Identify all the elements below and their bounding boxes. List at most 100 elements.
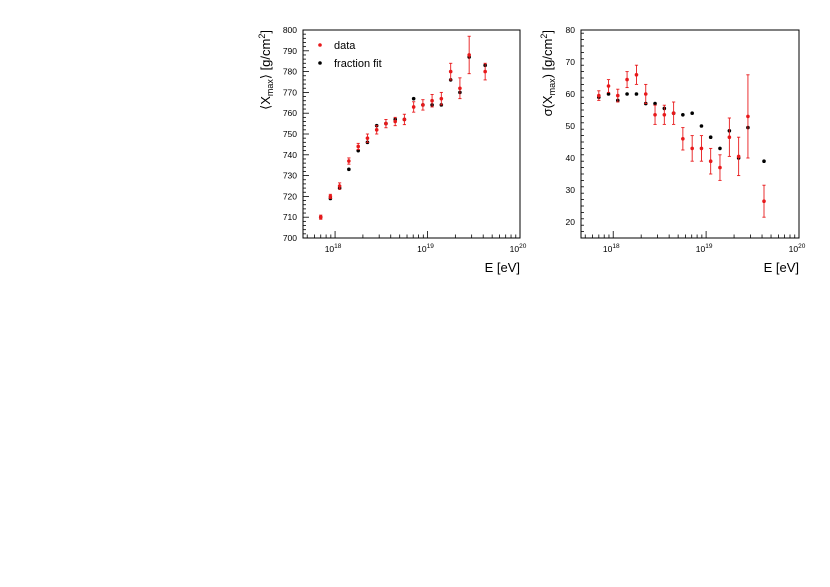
- xmax-sigma-data-point: [634, 64, 639, 85]
- marker: [681, 113, 685, 117]
- xmax-sigma-x-axis-title: E [eV]: [764, 260, 799, 275]
- x-tick-label: 1018: [603, 243, 620, 254]
- xmax-mean-data-point: [411, 101, 416, 113]
- xmax-mean-fraction-fit-point: [411, 96, 416, 101]
- xmax-mean-data-point: [430, 94, 434, 108]
- y-tick-label: 800: [283, 25, 297, 35]
- xmax-mean-data-point: [318, 214, 323, 220]
- y-tick-label: 30: [566, 185, 576, 195]
- xmax-sigma-fraction-fit-point: [699, 124, 704, 128]
- y-tick-label: 750: [283, 129, 297, 139]
- xmax-mean-data-point: [384, 118, 388, 129]
- xmax-sigma-panel: 20 30 40 50 60 70 80 1018 1019 1020 E [eV] σ(Xma…: [539, 25, 806, 275]
- legend: data fraction fit: [318, 40, 382, 70]
- xmax-mean-data-point: [347, 157, 351, 165]
- marker: [762, 199, 766, 203]
- y-tick-label: 740: [283, 150, 297, 160]
- xmax-sigma-data-point: [653, 104, 657, 125]
- marker: [699, 146, 704, 151]
- y-tick-label: 720: [283, 191, 297, 201]
- xmax-mean-data-point: [356, 142, 361, 151]
- legend-marker-data: [318, 43, 322, 47]
- x-tick-label: 1020: [789, 243, 806, 254]
- marker: [483, 69, 487, 74]
- marker: [328, 194, 333, 199]
- marker: [606, 84, 611, 88]
- marker: [458, 86, 462, 91]
- xmax-mean-x-ticks: 1018 1019 1020: [306, 231, 527, 254]
- xmax-mean-data-point: [365, 133, 370, 143]
- marker: [384, 121, 388, 126]
- marker: [681, 137, 685, 141]
- xmax-sigma-fraction-fit-point: [690, 111, 694, 115]
- marker: [356, 144, 361, 149]
- xmax-sigma-plot-frame: [580, 29, 800, 239]
- y-tick-label: 710: [283, 212, 297, 222]
- y-tick-label: 70: [566, 57, 576, 67]
- xmax-sigma-data-point: [625, 71, 629, 89]
- marker: [736, 154, 741, 159]
- y-tick-label: 50: [566, 121, 576, 131]
- marker: [439, 96, 444, 101]
- xmax-sigma-fraction-fit-point: [653, 101, 657, 106]
- xmax-mean-y-axis-title: ⟨Xmax⟩ [g/cm2]: [257, 30, 275, 110]
- xmax-mean-data-point: [483, 62, 487, 81]
- legend-label-fraction-fit: fraction fit: [334, 58, 382, 70]
- y-tick-label: 770: [283, 87, 297, 97]
- legend-item-data: data: [318, 40, 356, 52]
- xmax-sigma-fraction-fit-point: [681, 113, 685, 117]
- y-tick-label: 700: [283, 233, 297, 243]
- xmax-sigma-fraction-fit-point: [625, 92, 629, 96]
- marker: [448, 69, 453, 74]
- xmax-mean-data-point: [467, 35, 471, 75]
- marker: [708, 159, 713, 163]
- marker: [634, 92, 639, 96]
- marker: [402, 117, 407, 122]
- marker: [337, 184, 342, 188]
- xmax-sigma-fraction-fit-point: [718, 146, 722, 151]
- marker: [634, 73, 639, 77]
- marker: [718, 165, 722, 170]
- marker: [615, 93, 620, 98]
- xmax-sigma-data-point: [699, 135, 704, 162]
- marker: [727, 135, 732, 139]
- marker: [625, 92, 629, 96]
- marker: [365, 136, 370, 140]
- marker: [421, 103, 425, 107]
- marker: [762, 159, 766, 163]
- xmax-mean-data-marks: [318, 35, 487, 220]
- xmax-mean-data-point: [402, 113, 407, 126]
- y-tick-label: 80: [566, 25, 576, 35]
- xmax-mean-data-point: [458, 77, 462, 100]
- legend-item-fraction-fit: fraction fit: [318, 58, 382, 70]
- xmax-sigma-data-point: [762, 184, 766, 218]
- xmax-sigma-y-axis-title: σ(Xmax) [g/cm2]: [539, 30, 557, 116]
- xmax-sigma-fraction-fit-point: [762, 159, 766, 163]
- xmax-mean-x-axis-title: E [eV]: [485, 260, 520, 275]
- marker: [746, 114, 750, 119]
- xmax-sigma-data-point: [615, 88, 620, 103]
- xmax-sigma-fraction-fit-point: [634, 92, 639, 96]
- xmax-mean-data-point: [337, 182, 342, 190]
- marker: [597, 93, 601, 98]
- xmax-sigma-y-ticks: 20 30 40 50 60 70 80: [566, 25, 584, 239]
- y-tick-label: 760: [283, 108, 297, 118]
- y-tick-label: 790: [283, 46, 297, 56]
- x-tick-label: 1019: [417, 243, 434, 254]
- xmax-sigma-data-point: [681, 127, 685, 151]
- xmax-mean-data-point: [393, 116, 397, 127]
- marker: [606, 92, 611, 96]
- x-tick-label: 1020: [510, 243, 527, 254]
- xmax-sigma-data-point: [597, 90, 601, 101]
- xmax-sigma-data-point: [606, 79, 611, 93]
- marker: [718, 146, 722, 151]
- y-tick-label: 780: [283, 67, 297, 77]
- marker: [430, 98, 434, 103]
- xmax-mean-data-point: [374, 125, 379, 135]
- y-tick-label: 20: [566, 217, 576, 227]
- y-tick-label: 60: [566, 89, 576, 99]
- xmax-sigma-data-point: [708, 147, 713, 175]
- marker: [653, 113, 657, 117]
